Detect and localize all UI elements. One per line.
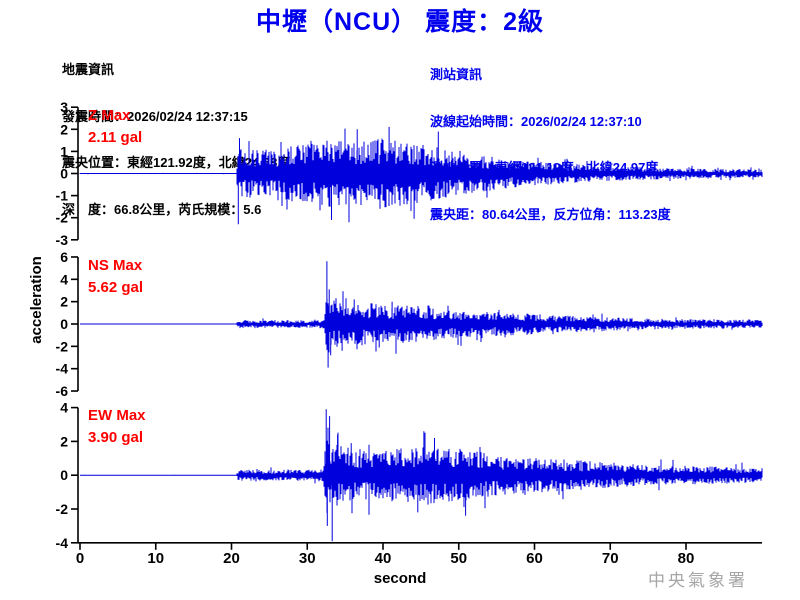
x-axis-label: second xyxy=(373,570,427,587)
y-tick-label-z: -2 xyxy=(56,210,69,226)
trace-z: 3 2 1 0 -1 -2 -3 xyxy=(56,99,763,248)
ns-max-value: 5.62 gal xyxy=(88,279,144,296)
y-tick-label-z: 1 xyxy=(60,143,68,159)
x-tick-label: 80 xyxy=(678,550,695,567)
x-tick-label: 70 xyxy=(602,550,619,567)
y-tick-label-z: -3 xyxy=(56,232,69,248)
z-max-value: 2.11 gal xyxy=(88,129,143,146)
x-axis: 0 10 20 30 40 50 60 70 80 xyxy=(76,541,762,567)
y-tick-label-ns: 4 xyxy=(60,271,68,287)
x-tick-label: 10 xyxy=(147,550,164,567)
page-title: 中壢（NCU） 震度：2級 xyxy=(255,8,544,36)
z-max-label: Z Max 2.11 gal xyxy=(88,105,142,149)
waveform-z xyxy=(79,126,763,225)
y-tick-label-ew: -2 xyxy=(56,501,69,517)
waveform-ew xyxy=(80,409,763,542)
earthquake-info-heading: 地震資訊 xyxy=(62,62,115,77)
x-tick-label: 40 xyxy=(375,550,392,567)
y-tick-label-ew: 2 xyxy=(60,433,68,449)
x-tick-label: 60 xyxy=(526,550,543,567)
z-max-title: Z Max xyxy=(88,107,131,124)
y-tick-label-ew: 4 xyxy=(60,400,68,416)
x-tick-label: 50 xyxy=(450,550,467,567)
epicentral-distance: 震央距：80.64公里，反方位角：113.23度 xyxy=(430,206,671,222)
earthquake-info-block: 地震資訊 發震時間：2026/02/24 12:37:15 震央位置：東經121… xyxy=(62,31,290,248)
trace-ns: 6 4 2 0 -2 -4 -6 xyxy=(56,249,763,399)
x-tick-label: 0 xyxy=(76,550,84,567)
ew-max-title: EW Max xyxy=(88,407,146,424)
origin-time: 發震時間：2026/02/24 12:37:15 xyxy=(62,108,248,124)
station-info-heading: 測站資訊 xyxy=(430,67,483,82)
y-tick-label-z: 3 xyxy=(60,99,68,115)
trace-ew: 4 2 0 -2 -4 xyxy=(56,400,763,551)
wave-start-time: 波線起始時間：2026/02/24 12:37:10 xyxy=(430,113,642,129)
waveform-ns xyxy=(80,261,763,368)
ew-max-value: 3.90 gal xyxy=(88,429,144,446)
y-tick-label-z: 2 xyxy=(60,121,68,137)
ew-max-label: EW Max 3.90 gal xyxy=(88,405,146,449)
ns-max-title: NS Max xyxy=(88,257,143,274)
y-tick-label-ns: 6 xyxy=(60,249,68,265)
y-tick-label-ns: -2 xyxy=(56,338,69,354)
depth-magnitude: 深 度：66.8公里，芮氏規模：5.6 xyxy=(62,201,262,217)
y-tick-label-z: -1 xyxy=(56,188,69,204)
y-tick-label-ew: -4 xyxy=(56,535,69,551)
y-tick-label-ns: 0 xyxy=(60,316,68,332)
epicenter-location: 震央位置：東經121.92度，北緯24.68度 xyxy=(62,155,291,170)
y-tick-label-ew: 0 xyxy=(60,467,68,483)
y-tick-label-ns: -4 xyxy=(56,361,69,377)
y-tick-label-ns: -6 xyxy=(56,383,69,399)
y-tick-label-ns: 2 xyxy=(60,294,68,310)
x-tick-label: 20 xyxy=(223,550,240,567)
agency-watermark: 中央氣象署 xyxy=(648,571,748,590)
ns-max-label: NS Max 5.62 gal xyxy=(88,255,143,299)
x-tick-label: 30 xyxy=(299,550,316,567)
y-tick-label-z: 0 xyxy=(60,166,68,182)
